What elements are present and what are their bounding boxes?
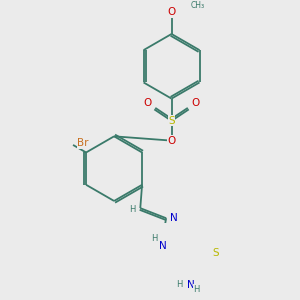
- Text: O: O: [167, 7, 176, 17]
- Text: H: H: [129, 206, 136, 214]
- Text: S: S: [168, 116, 175, 126]
- Text: O: O: [144, 98, 152, 108]
- Text: S: S: [212, 248, 219, 258]
- Text: CH₃: CH₃: [190, 2, 205, 10]
- Text: N: N: [159, 241, 167, 251]
- Text: O: O: [191, 98, 200, 108]
- Text: H: H: [176, 280, 183, 289]
- Text: H: H: [152, 234, 158, 243]
- Text: N: N: [170, 213, 178, 223]
- Text: O: O: [167, 136, 176, 146]
- Text: H: H: [194, 285, 200, 294]
- Text: Br: Br: [77, 138, 89, 148]
- Text: N: N: [188, 280, 195, 290]
